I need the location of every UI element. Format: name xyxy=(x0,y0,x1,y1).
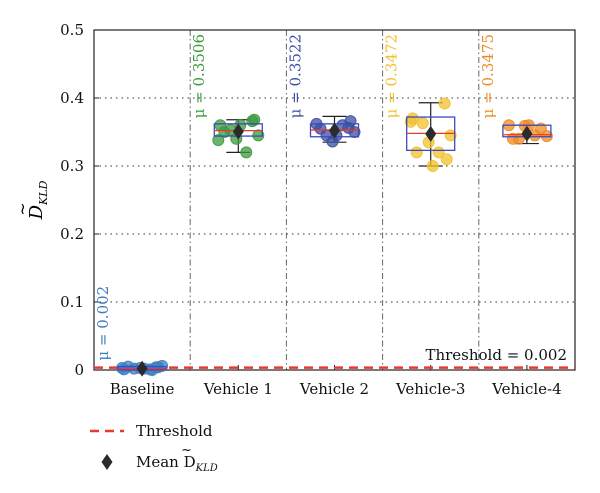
data-point xyxy=(116,361,129,374)
y-tick-label: 0.2 xyxy=(60,225,84,243)
mean-marker xyxy=(425,125,437,142)
mean-marker xyxy=(136,360,148,377)
data-point xyxy=(438,97,451,110)
data-point xyxy=(240,146,253,159)
data-point xyxy=(440,153,453,166)
legend-mean-swatch xyxy=(101,454,113,470)
legend-mean-label-main: Mean D xyxy=(136,453,196,471)
y-tick-label: 0.1 xyxy=(60,293,84,311)
y-axis-label-sub: KLD xyxy=(37,180,50,206)
data-point xyxy=(212,134,225,147)
threshold-label: Threshold = 0.002 xyxy=(425,346,567,364)
data-point xyxy=(344,115,357,128)
mean-marker xyxy=(329,122,340,139)
y-tick-label: 0.3 xyxy=(60,157,84,175)
data-point xyxy=(248,113,261,126)
data-point xyxy=(506,132,519,145)
mean-label: μ = 0.3522 xyxy=(286,34,304,118)
data-point xyxy=(426,160,439,172)
legend-threshold-label: Threshold xyxy=(136,422,213,440)
mean-label: μ = 0.3472 xyxy=(383,34,401,118)
x-tick-label: Vehicle 2 xyxy=(299,380,369,398)
x-tick-label: Vehicle 1 xyxy=(203,380,273,398)
data-point xyxy=(348,126,361,138)
data-point xyxy=(432,146,445,159)
mean-marker xyxy=(521,125,533,142)
mean-label: μ = 0.002 xyxy=(94,286,112,361)
legend-mean-label-sub: KLD xyxy=(195,463,218,474)
x-tick-label: Baseline xyxy=(110,380,175,398)
mean-label: μ = 0.3506 xyxy=(190,34,208,118)
y-tick-label: 0 xyxy=(74,361,84,379)
y-axis-label-main: D xyxy=(26,204,47,220)
data-point xyxy=(218,126,231,138)
data-point xyxy=(416,117,429,130)
legend-mean-tilde: ~ xyxy=(181,443,192,458)
data-point xyxy=(252,129,265,142)
mean-label: μ = 0.3475 xyxy=(479,34,497,118)
y-tick-label: 0.4 xyxy=(60,89,84,107)
y-axis-label-text: DKLD xyxy=(26,180,50,220)
data-point xyxy=(404,115,417,128)
legend-mean-label: Mean DKLD xyxy=(136,453,218,474)
mean-marker xyxy=(232,123,244,140)
data-point xyxy=(540,130,553,143)
data-point xyxy=(314,122,327,135)
y-tick-label: 0.5 xyxy=(60,21,84,39)
x-tick-label: Vehicle-3 xyxy=(395,380,465,398)
data-point xyxy=(444,129,457,142)
y-axis-label: DKLD~ xyxy=(13,180,50,220)
x-tick-label: Vehicle-4 xyxy=(491,380,561,398)
y-axis-label-tilde: ~ xyxy=(13,202,32,215)
data-point xyxy=(410,146,423,159)
